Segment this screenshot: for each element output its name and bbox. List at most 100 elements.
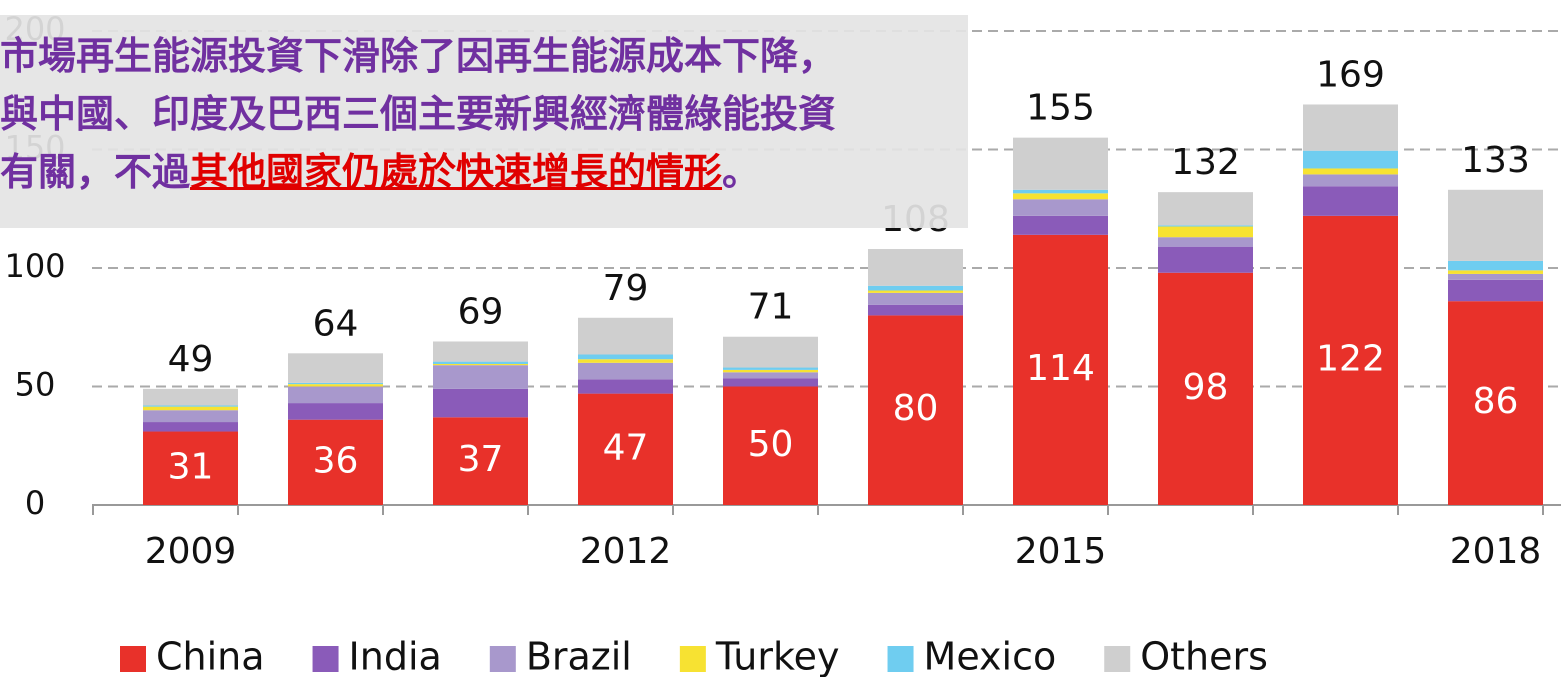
bar-segment: [1158, 225, 1253, 227]
bar-segment: [578, 359, 673, 363]
bar-segment: [1013, 137, 1108, 190]
bar-segment: [433, 388, 528, 418]
total-label: 155: [1026, 88, 1095, 129]
bar-segment: [723, 367, 818, 370]
x-tick-label: 2015: [1015, 531, 1107, 572]
data-label: 80: [893, 388, 939, 429]
annotation-line: 與中國、印度及巴西三個主要新興經濟體綠能投資: [0, 92, 837, 136]
bar-segment: [1013, 234, 1108, 505]
legend-label: Mexico: [924, 635, 1057, 677]
bar-segment: [1158, 237, 1253, 247]
y-tick-label: 50: [15, 366, 56, 404]
data-label: 98: [1183, 367, 1229, 408]
bar-segment: [143, 422, 238, 432]
bar-segment: [578, 393, 673, 505]
data-label: 122: [1316, 338, 1385, 379]
x-tick-label: 2012: [580, 531, 672, 572]
data-label: 31: [168, 446, 214, 487]
total-label: 71: [748, 287, 794, 328]
bar-segment: [1303, 174, 1398, 187]
bar-segment: [1013, 189, 1108, 194]
bar-segment: [143, 406, 238, 411]
legend-swatch: [120, 646, 146, 672]
bar-segment: [143, 405, 238, 407]
legend-swatch: [1104, 646, 1131, 672]
legend-label: India: [349, 635, 442, 677]
bar-segment: [1303, 150, 1398, 169]
data-label: 50: [748, 424, 794, 465]
bar-segment: [288, 386, 383, 404]
bar-segment: [868, 304, 963, 316]
annotation-line: 市場再生能源投資下滑除了因再生能源成本下降，: [0, 34, 837, 78]
total-label: 79: [603, 268, 649, 309]
bar-segment: [1448, 189, 1543, 261]
total-label: 132: [1171, 142, 1240, 183]
total-label: 64: [313, 303, 359, 344]
bar-segment: [723, 369, 818, 373]
bar-segment: [1303, 215, 1398, 506]
total-label: 169: [1316, 54, 1385, 95]
bar-segment: [433, 363, 528, 366]
bar-segment: [868, 315, 963, 505]
bar-segment: [1158, 272, 1253, 505]
annotation-line: 有關，不過其他國家仍處於快速增長的情形。: [0, 143, 968, 201]
legend-swatch: [679, 646, 706, 672]
annotation-text: 。: [722, 150, 761, 194]
bar-segment: [578, 354, 673, 360]
bar-segment: [723, 372, 818, 379]
bar-segment: [143, 431, 238, 505]
annotation-text: 有關，不過: [0, 150, 191, 194]
bar-segment: [288, 384, 383, 387]
total-label: 69: [458, 291, 504, 332]
bar-segment: [143, 388, 238, 406]
data-label: 36: [313, 440, 359, 481]
bar-segment: [1158, 192, 1253, 226]
bar-segment: [1303, 104, 1398, 151]
legend-swatch: [887, 646, 914, 672]
bar-segment: [1013, 215, 1108, 235]
bar-segment: [868, 290, 963, 293]
bar-segment: [1448, 279, 1543, 302]
data-label: 47: [603, 427, 649, 468]
legend-label: Brazil: [526, 635, 632, 677]
legend-swatch: [312, 646, 339, 672]
bar-segment: [723, 336, 818, 368]
bar-segment: [1448, 273, 1543, 280]
bar-segment: [433, 417, 528, 505]
bar-segment: [1448, 301, 1543, 505]
total-label: 133: [1461, 140, 1530, 181]
x-tick-label: 2009: [145, 531, 237, 572]
bar-segment: [723, 386, 818, 505]
annotation-box: 市場再生能源投資下滑除了因再生能源成本下降， 與中國、印度及巴西三個主要新興經濟…: [0, 15, 968, 228]
bar-segment: [1448, 260, 1543, 271]
bar-segment: [1303, 168, 1398, 175]
y-tick-label: 0: [25, 484, 45, 522]
legend-swatch: [489, 646, 516, 672]
bar-segment: [288, 403, 383, 420]
bar-segment: [1013, 199, 1108, 216]
data-label: 37: [458, 439, 504, 480]
legend-label: China: [156, 635, 265, 677]
legend-label: Others: [1140, 635, 1268, 677]
bar-segment: [143, 410, 238, 423]
bar-segment: [288, 353, 383, 383]
annotation-highlight: 其他國家仍處於快速增長的情形: [190, 150, 723, 194]
bar-segment: [1303, 186, 1398, 216]
bar-segment: [578, 317, 673, 355]
bar-segment: [288, 382, 383, 385]
bar-segment: [433, 365, 528, 389]
bar-segment: [1158, 246, 1253, 273]
bar-segment: [433, 341, 528, 362]
y-tick-label: 100: [4, 247, 65, 285]
data-label: 86: [1473, 381, 1519, 422]
bar-segment: [288, 419, 383, 505]
x-tick-label: 2018: [1450, 531, 1542, 572]
legend-label: Turkey: [715, 635, 840, 677]
bar-segment: [1013, 193, 1108, 200]
bar-segment: [868, 249, 963, 286]
bar-segment: [1158, 226, 1253, 238]
bar-segment: [433, 361, 528, 364]
bar-segment: [868, 292, 963, 305]
bar-segment: [1448, 270, 1543, 274]
